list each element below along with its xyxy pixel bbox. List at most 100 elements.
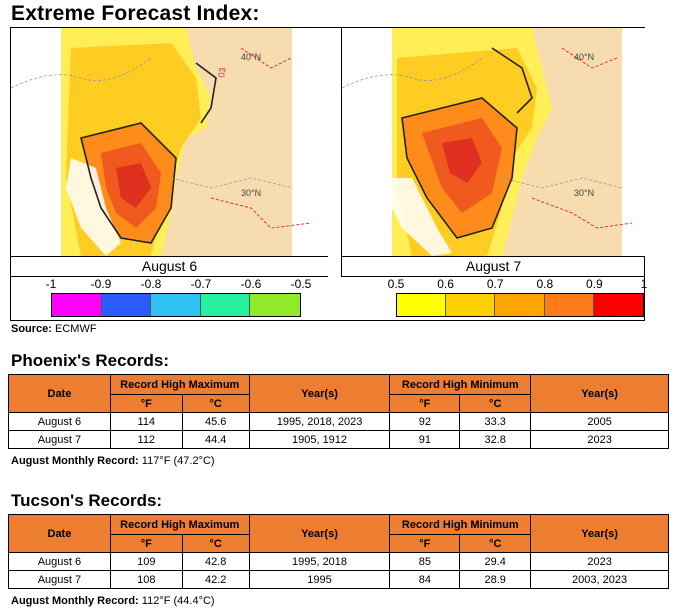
efi-scale-positive: 0.5 0.6 0.7 0.8 0.9 1 xyxy=(388,277,656,321)
cell-min-years: 2003, 2023 xyxy=(530,570,669,589)
scale-tick-label: 0.7 xyxy=(486,277,504,291)
tucson-records-table: Date Record High Maximum Year(s) Record … xyxy=(8,514,669,589)
table-row: August 6 109 42.8 1995, 2018 85 29.4 202… xyxy=(8,552,669,571)
source-note: Source: ECMWF xyxy=(11,323,97,335)
cell-max-f: 112 xyxy=(109,430,183,449)
panel-divider xyxy=(341,28,342,277)
cell-max-years: 1995, 2018, 2023 xyxy=(248,412,391,431)
cell-min-c: 29.4 xyxy=(459,552,532,571)
scale-swatch xyxy=(200,294,251,316)
cell-min-years: 2023 xyxy=(530,552,669,571)
page-title: Extreme Forecast Index: xyxy=(11,2,260,25)
header-years: Year(s) xyxy=(248,514,391,553)
scale-swatch xyxy=(593,294,643,316)
efi-map-image: 40°N 30°N xyxy=(342,28,645,256)
cell-max-years: 1995 xyxy=(248,570,391,589)
scale-tick-label: -1 xyxy=(45,277,57,291)
phoenix-monthly-record: August Monthly Record: 117°F (47.2°C) xyxy=(11,455,215,467)
cell-max-c: 44.4 xyxy=(181,430,250,449)
cell-date: August 7 xyxy=(8,430,111,449)
map-label-august-7: August 7 xyxy=(342,256,645,277)
cell-min-years: 2005 xyxy=(530,412,669,431)
table-row: August 6 114 45.6 1995, 2018, 2023 92 33… xyxy=(8,412,669,431)
efi-map-august-6: 40°N 30°N 03 xyxy=(11,28,328,256)
header-f: °F xyxy=(109,394,183,413)
cell-min-years: 2023 xyxy=(530,430,669,449)
scale-swatch xyxy=(250,294,301,316)
cell-min-c: 33.3 xyxy=(459,412,532,431)
header-c: °C xyxy=(181,394,250,413)
cell-date: August 7 xyxy=(8,570,111,589)
cell-max-c: 42.8 xyxy=(181,552,250,571)
cell-max-c: 45.6 xyxy=(181,412,250,431)
cell-max-years: 1995, 2018 xyxy=(248,552,391,571)
phoenix-records-table: Date Record High Maximum Year(s) Record … xyxy=(8,374,669,449)
table-row: August 7 108 42.2 1995 84 28.9 2003, 202… xyxy=(8,570,669,589)
header-date: Date xyxy=(8,374,111,413)
forecast-panel: 40°N 30°N 03 August 6 40°N 30°N August 7 xyxy=(10,27,647,321)
table-row: August 7 112 44.4 1905, 1912 91 32.8 202… xyxy=(8,430,669,449)
scale-tick-label: 0.5 xyxy=(387,277,405,291)
header-c: °C xyxy=(459,394,532,413)
monthly-record-value: 112°F (44.4°C) xyxy=(141,595,215,607)
scale-tick-label: -0.7 xyxy=(190,277,212,291)
scale-tick-label: 0.9 xyxy=(586,277,603,291)
cell-min-f: 91 xyxy=(389,430,461,449)
lat-label-30: 30°N xyxy=(241,188,261,198)
cell-min-c: 28.9 xyxy=(459,570,532,589)
scale-tick-label: -0.9 xyxy=(90,277,112,291)
efi-scale-negative: -1 -0.9 -0.8 -0.7 -0.6 -0.5 xyxy=(46,277,312,321)
cell-max-f: 108 xyxy=(109,570,183,589)
scale-tick-label: 1 xyxy=(640,277,648,291)
cell-date: August 6 xyxy=(8,552,111,571)
header-f: °F xyxy=(389,534,461,553)
scale-tick-label: -0.8 xyxy=(140,277,162,291)
scale-tick-label: -0.6 xyxy=(240,277,262,291)
scale-swatch xyxy=(446,294,496,316)
cell-min-c: 32.8 xyxy=(459,430,532,449)
lat-label-30: 30°N xyxy=(574,188,594,198)
scale-tick-label: -0.5 xyxy=(290,277,312,291)
header-years: Year(s) xyxy=(248,374,391,413)
tucson-title: Tucson's Records: xyxy=(11,491,163,510)
header-record-high-max: Record High Maximum xyxy=(109,514,250,535)
efi-map-image: 40°N 30°N 03 xyxy=(11,28,328,256)
map-label-august-6: August 6 xyxy=(11,256,328,277)
header-years: Year(s) xyxy=(530,374,669,413)
cell-max-f: 109 xyxy=(109,552,183,571)
scale-swatch xyxy=(544,294,594,316)
header-years: Year(s) xyxy=(530,514,669,553)
monthly-record-label: August Monthly Record: xyxy=(11,595,139,607)
header-record-high-min: Record High Minimum xyxy=(389,514,532,535)
cell-max-c: 42.2 xyxy=(181,570,250,589)
efi-map-august-7: 40°N 30°N xyxy=(342,28,645,256)
monthly-record-value: 117°F (47.2°C) xyxy=(141,455,215,467)
header-record-high-max: Record High Maximum xyxy=(109,374,250,395)
scale-tick-label: 0.8 xyxy=(536,277,554,291)
header-c: °C xyxy=(459,534,532,553)
map-annotation: 03 xyxy=(216,67,228,79)
phoenix-title: Phoenix's Records: xyxy=(11,351,170,370)
cell-date: August 6 xyxy=(8,412,111,431)
header-c: °C xyxy=(181,534,250,553)
scale-swatch xyxy=(397,294,447,316)
lat-label-40: 40°N xyxy=(574,52,594,62)
scale-swatch xyxy=(52,294,102,316)
cell-max-f: 114 xyxy=(109,412,183,431)
header-f: °F xyxy=(109,534,183,553)
header-date: Date xyxy=(8,514,111,553)
scale-swatch xyxy=(151,294,201,316)
source-value: ECMWF xyxy=(55,323,97,335)
scale-swatch xyxy=(101,294,152,316)
lat-label-40: 40°N xyxy=(241,52,261,62)
header-record-high-min: Record High Minimum xyxy=(389,374,532,395)
header-f: °F xyxy=(389,394,461,413)
tucson-monthly-record: August Monthly Record: 112°F (44.4°C) xyxy=(11,595,215,607)
cell-min-f: 84 xyxy=(389,570,461,589)
scale-tick-label: 0.6 xyxy=(437,277,454,291)
source-label: Source: xyxy=(11,323,52,335)
cell-max-years: 1905, 1912 xyxy=(248,430,391,449)
cell-min-f: 85 xyxy=(389,552,461,571)
cell-min-f: 92 xyxy=(389,412,461,431)
scale-swatch xyxy=(495,294,545,316)
